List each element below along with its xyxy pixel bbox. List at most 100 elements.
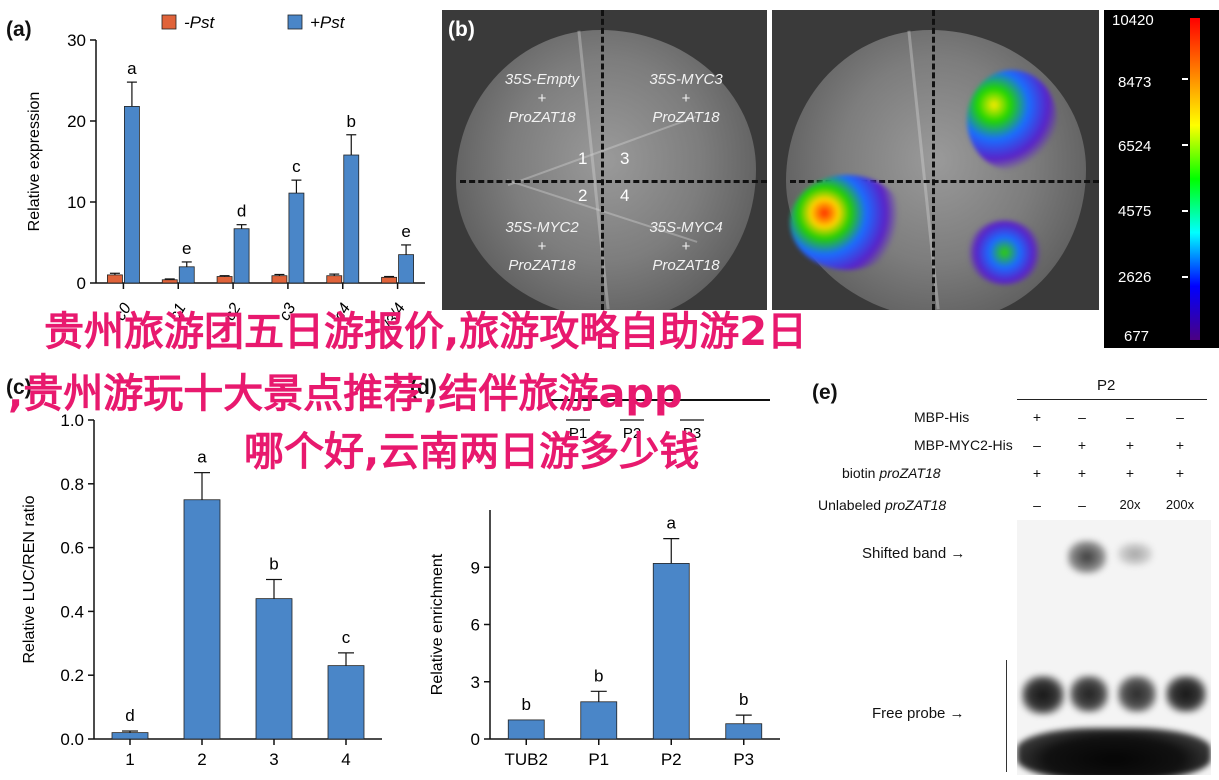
panel-e-label: (e) <box>812 381 838 404</box>
gel-row-label: MBP-MYC2-His <box>914 437 1013 453</box>
panel-e: (e) P2 MBP-His + – – – MBP-MYC2-His – + … <box>812 375 1219 780</box>
y-tick-label: 3 <box>471 673 480 692</box>
significance-letter: e <box>182 239 191 258</box>
chart-d: 0 3 6 9 Relative enrichment b TUB2 b P1 a P2 b P3 P1 P… <box>429 388 780 769</box>
bar <box>255 598 293 740</box>
bar <box>725 723 763 740</box>
gel-cell: – <box>1033 437 1041 453</box>
legend-label-minus: -Pst <box>184 13 216 32</box>
luminescence-signal-q3 <box>967 70 1057 170</box>
bar <box>507 719 545 740</box>
y-tick-label: 0.4 <box>60 602 84 621</box>
gel-row-label: biotin proZAT18 <box>842 465 941 481</box>
bar <box>327 665 365 740</box>
bar-minus-pst <box>161 279 178 284</box>
x-tick-label: P1 <box>588 750 609 769</box>
colorbar-gradient <box>1190 18 1200 340</box>
panel-b: (b) 35S-Empty + ProZAT18 35S-MYC3 + ProZ… <box>442 10 1219 348</box>
bar-plus-pst <box>124 106 140 284</box>
panel-b-label: (b) <box>448 18 475 41</box>
gel-cell: 20x <box>1119 497 1141 512</box>
y-tick-label: 1.0 <box>60 411 84 430</box>
quadrant-number-1: 1 <box>578 149 588 168</box>
y-tick-label: 20 <box>67 112 86 131</box>
panel-d-label: (d) <box>410 376 437 399</box>
leaf-image-right <box>772 10 1099 310</box>
gel-row-label-italic: proZAT18 <box>884 497 947 513</box>
q2-line1: 35S-MYC2 <box>505 219 579 236</box>
gel-cell: + <box>1125 465 1135 481</box>
x-tick-label: P2 <box>661 750 682 769</box>
gel-image <box>1017 520 1211 775</box>
y-tick-label: 0.2 <box>60 666 84 685</box>
q3-line3: ProZAT18 <box>652 109 720 126</box>
quadrant-3-label: 35S-MYC3 + ProZAT18 <box>616 70 756 127</box>
panel-a-label: (a) <box>6 18 32 41</box>
quadrant-number-3: 3 <box>620 149 630 168</box>
amplicon-label: P3 <box>683 425 701 442</box>
y-tick-label: 0 <box>471 730 480 749</box>
q4-line2: + <box>681 238 691 255</box>
y-tick-label: 6 <box>471 616 480 635</box>
y-tick-label: 9 <box>471 558 480 577</box>
q1-line1: 35S-Empty <box>504 71 580 88</box>
q1-line3: ProZAT18 <box>508 109 576 126</box>
bar-plus-pst <box>233 228 250 284</box>
quadrant-number-2: 2 <box>578 186 588 205</box>
y-axis-label: Relative expression <box>26 92 43 232</box>
colorbar-tick-0: 10420 <box>1112 12 1154 29</box>
shifted-band-lane2 <box>1067 540 1107 574</box>
bar-plus-pst <box>178 266 195 284</box>
gel-cell: + <box>1032 465 1042 481</box>
gel-row-label: MBP-His <box>914 409 970 425</box>
significance-letter: a <box>667 514 677 533</box>
bar-minus-pst <box>216 276 233 284</box>
amplicon-label: P2 <box>623 425 641 442</box>
x-tick-label: c4 <box>331 300 354 323</box>
colorbar-tick-1: 8473 <box>1118 74 1152 91</box>
significance-letter: b <box>347 112 356 131</box>
bar-minus-pst <box>107 274 123 284</box>
gel-cell: – <box>1176 409 1184 425</box>
x-tick-label: 3 <box>269 750 278 769</box>
significance-letter: e <box>401 222 410 241</box>
chart-a: 0 10 20 30 Relative expression a c0 e c1 d c2 c c3 b c… <box>26 13 425 330</box>
x-tick-label: c0 <box>112 300 135 323</box>
bar-minus-pst <box>326 275 343 284</box>
y-tick-label: 30 <box>67 31 86 50</box>
colorbar: 10420 8473 6524 4575 2626 677 <box>1104 10 1219 348</box>
gel-cell: – <box>1078 409 1086 425</box>
bar-minus-pst <box>271 275 288 284</box>
q3-line2: + <box>681 90 691 107</box>
arrow-right-icon: → <box>949 705 965 722</box>
gel-cell: + <box>1032 409 1042 425</box>
x-tick-label: c3 <box>276 300 299 323</box>
free-probe-lane2 <box>1069 675 1109 713</box>
free-probe-label: Free probe → <box>872 705 965 722</box>
free-probe-lane4 <box>1165 675 1207 713</box>
overlay-text-line-3: 哪个好,云南两日游多少钱 <box>244 429 700 475</box>
significance-letter: b <box>522 695 531 714</box>
shifted-band-label: Shifted band → <box>862 545 965 562</box>
bar-plus-pst <box>398 254 414 284</box>
significance-letter: c <box>342 628 351 647</box>
panel-d: (d) 0 3 6 9 Relative enrichment b TUB2 b P1 a P2 b P… <box>410 370 810 780</box>
q2-line2: + <box>537 238 547 255</box>
y-axis-label: Relative enrichment <box>429 553 446 695</box>
bar-plus-pst <box>343 154 360 284</box>
colorbar-tick-2: 6524 <box>1118 138 1152 155</box>
q4-line1: 35S-MYC4 <box>649 219 723 236</box>
gel-row-label-plain: Unlabeled <box>818 497 885 513</box>
luminescence-signal-q2 <box>790 175 905 270</box>
probe-front <box>1017 728 1211 775</box>
y-tick-label: 0.6 <box>60 539 84 558</box>
gel-row-label: Unlabeled proZAT18 <box>818 497 946 513</box>
significance-letter: a <box>197 448 207 467</box>
quadrant-2-label: 35S-MYC2 + ProZAT18 <box>472 218 612 275</box>
y-tick-label: 0.0 <box>60 730 84 749</box>
gel-cell: – <box>1126 409 1134 425</box>
colorbar-tick-5: 677 <box>1124 328 1150 345</box>
free-probe-bracket <box>1006 660 1007 772</box>
x-tick-label: 4 <box>341 750 350 769</box>
significance-letter: b <box>269 555 278 574</box>
